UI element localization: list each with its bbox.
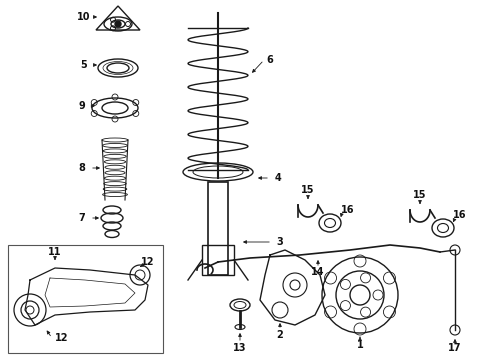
Text: 16: 16 (453, 210, 467, 220)
Text: 2: 2 (277, 330, 283, 340)
Text: 16: 16 (341, 205, 355, 215)
Circle shape (115, 21, 121, 27)
Text: 5: 5 (81, 60, 87, 70)
Text: 11: 11 (48, 247, 62, 257)
Text: 3: 3 (277, 237, 283, 247)
Text: 15: 15 (301, 185, 315, 195)
Text: 12: 12 (55, 333, 69, 343)
Text: 8: 8 (78, 163, 85, 173)
Text: 10: 10 (77, 12, 91, 22)
Text: 6: 6 (267, 55, 273, 65)
Bar (8, 245, 163, 353)
Text: 1: 1 (357, 340, 364, 350)
Text: 4: 4 (274, 173, 281, 183)
Bar (202, 245, 234, 275)
Text: 14: 14 (311, 267, 325, 277)
Text: 15: 15 (413, 190, 427, 200)
Text: 12: 12 (141, 257, 155, 267)
Text: 17: 17 (448, 343, 462, 353)
Bar (208, 182, 228, 275)
Text: 9: 9 (78, 101, 85, 111)
Text: 13: 13 (233, 343, 247, 353)
Text: 7: 7 (78, 213, 85, 223)
